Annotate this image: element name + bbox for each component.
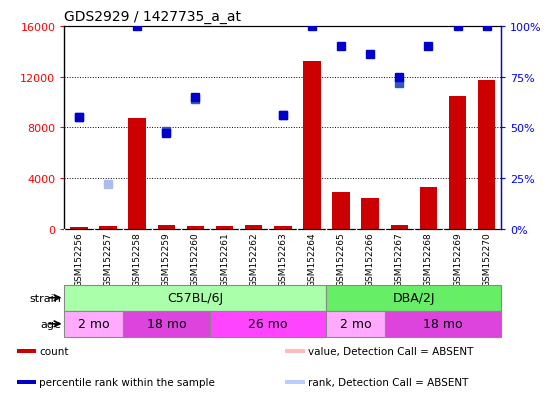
Text: GSM152267: GSM152267 [395, 232, 404, 287]
Text: strain: strain [30, 293, 62, 303]
Bar [326, 311, 385, 337]
Text: GDS2929 / 1427735_a_at: GDS2929 / 1427735_a_at [64, 10, 241, 24]
Bar [17, 349, 36, 354]
Bar [210, 311, 326, 337]
Text: count: count [39, 347, 69, 356]
Text: 18 mo: 18 mo [147, 318, 186, 330]
Bar [245, 225, 263, 229]
Bar [70, 227, 88, 229]
Text: GSM152261: GSM152261 [220, 232, 229, 287]
Text: 2 mo: 2 mo [78, 318, 109, 330]
Text: 26 mo: 26 mo [249, 318, 288, 330]
Bar [64, 311, 123, 337]
Text: 18 mo: 18 mo [423, 318, 463, 330]
Text: GSM152266: GSM152266 [366, 232, 375, 287]
Bar [286, 349, 305, 354]
Text: GSM152268: GSM152268 [424, 232, 433, 287]
Bar [123, 311, 210, 337]
Bar [17, 380, 36, 384]
Text: age: age [41, 319, 62, 329]
Text: GSM152257: GSM152257 [104, 232, 113, 287]
Bar [326, 285, 501, 311]
Text: GSM152264: GSM152264 [307, 232, 316, 287]
Text: GSM152258: GSM152258 [133, 232, 142, 287]
Text: GSM152262: GSM152262 [249, 232, 258, 287]
Text: value, Detection Call = ABSENT: value, Detection Call = ABSENT [308, 347, 473, 356]
Bar [419, 188, 437, 229]
Bar [64, 285, 326, 311]
Text: percentile rank within the sample: percentile rank within the sample [39, 377, 215, 387]
Bar [274, 227, 292, 229]
Text: GSM152263: GSM152263 [278, 232, 287, 287]
Text: C57BL/6J: C57BL/6J [167, 292, 223, 304]
Bar [449, 96, 466, 229]
Text: DBA/2J: DBA/2J [393, 292, 435, 304]
Bar [157, 225, 175, 229]
Bar [99, 227, 117, 229]
Text: rank, Detection Call = ABSENT: rank, Detection Call = ABSENT [308, 377, 468, 387]
Text: 2 mo: 2 mo [340, 318, 371, 330]
Text: GSM152270: GSM152270 [482, 232, 491, 287]
Text: GSM152259: GSM152259 [162, 232, 171, 287]
Bar [286, 380, 305, 384]
Bar [385, 311, 501, 337]
Bar [216, 227, 234, 229]
Text: GSM152265: GSM152265 [337, 232, 346, 287]
Bar [390, 225, 408, 229]
Text: GSM152260: GSM152260 [191, 232, 200, 287]
Bar [303, 62, 321, 229]
Bar [128, 119, 146, 229]
Bar [478, 81, 496, 229]
Bar [186, 226, 204, 229]
Bar [361, 199, 379, 229]
Bar [332, 192, 350, 229]
Text: GSM152256: GSM152256 [74, 232, 83, 287]
Text: GSM152269: GSM152269 [453, 232, 462, 287]
